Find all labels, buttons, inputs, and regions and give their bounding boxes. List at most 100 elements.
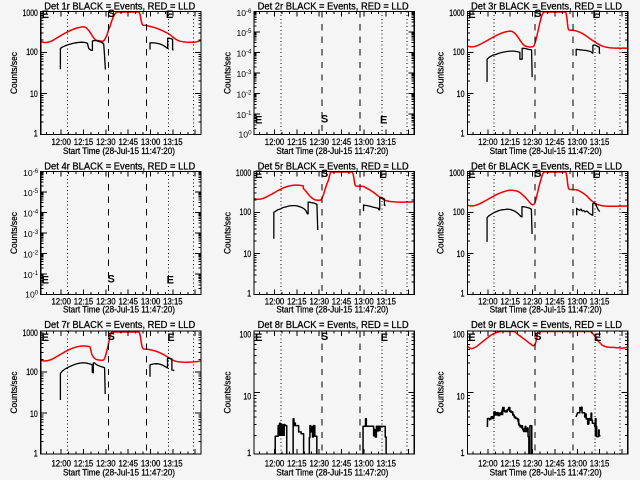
svg-text:1000: 1000: [236, 168, 251, 178]
svg-text:10: 10: [457, 249, 465, 259]
svg-text:Det 6r BLACK = Events, RED = L: Det 6r BLACK = Events, RED = LLD: [471, 161, 622, 172]
svg-text:1: 1: [34, 448, 38, 458]
svg-text:Start Time (28-Jul-15 11:47:20: Start Time (28-Jul-15 11:47:20): [276, 305, 388, 315]
svg-text:Start Time (28-Jul-15 11:47:20: Start Time (28-Jul-15 11:47:20): [490, 146, 602, 156]
svg-text:12:45: 12:45: [118, 458, 138, 468]
svg-text:100: 100: [26, 47, 38, 57]
svg-text:12:30: 12:30: [309, 137, 329, 147]
svg-text:Det 4r BLACK = Events, RED = L: Det 4r BLACK = Events, RED = LLD: [44, 161, 195, 172]
svg-text:13:00: 13:00: [141, 296, 161, 306]
svg-text:1: 1: [460, 288, 464, 298]
svg-text:12:45: 12:45: [118, 296, 138, 306]
svg-text:10-6: 10-6: [236, 8, 252, 18]
svg-text:10-6: 10-6: [23, 168, 39, 178]
svg-text:E: E: [42, 332, 49, 344]
svg-text:Start Time (28-Jul-15 11:47:20: Start Time (28-Jul-15 11:47:20): [63, 467, 175, 477]
svg-text:10-1: 10-1: [23, 270, 39, 280]
svg-text:13:15: 13:15: [590, 458, 610, 468]
svg-text:1: 1: [460, 448, 464, 458]
svg-text:Det 9r BLACK = Events, RED = L: Det 9r BLACK = Events, RED = LLD: [471, 320, 622, 331]
svg-text:13:15: 13:15: [590, 137, 610, 147]
svg-text:1000: 1000: [449, 8, 464, 18]
svg-text:12:15: 12:15: [74, 137, 94, 147]
svg-text:Det 3r BLACK = Events, RED = L: Det 3r BLACK = Events, RED = LLD: [471, 1, 622, 12]
svg-text:S: S: [321, 331, 328, 343]
svg-text:10-2: 10-2: [23, 249, 39, 259]
svg-text:12:30: 12:30: [96, 458, 116, 468]
svg-text:13:15: 13:15: [376, 296, 396, 306]
svg-text:E: E: [381, 332, 388, 344]
svg-text:S: S: [321, 168, 328, 180]
svg-text:E: E: [42, 274, 49, 286]
svg-text:E: E: [468, 169, 475, 181]
svg-text:Start Time (28-Jul-15 11:47:20: Start Time (28-Jul-15 11:47:20): [490, 305, 602, 315]
svg-text:12:30: 12:30: [309, 296, 329, 306]
svg-text:E: E: [166, 9, 173, 21]
svg-text:12:00: 12:00: [478, 296, 498, 306]
svg-text:12:00: 12:00: [265, 458, 285, 468]
svg-text:10: 10: [457, 391, 465, 401]
svg-text:E: E: [468, 9, 475, 21]
svg-text:S: S: [534, 168, 541, 180]
svg-text:12:00: 12:00: [51, 137, 71, 147]
svg-text:1000: 1000: [23, 8, 38, 18]
svg-text:13:00: 13:00: [141, 458, 161, 468]
svg-text:1000: 1000: [449, 168, 464, 178]
svg-text:13:00: 13:00: [141, 137, 161, 147]
svg-text:Counts/sec: Counts/sec: [222, 211, 232, 254]
svg-text:S: S: [108, 331, 115, 343]
svg-text:E: E: [380, 114, 387, 126]
svg-text:12:15: 12:15: [287, 137, 307, 147]
svg-text:12:15: 12:15: [500, 458, 520, 468]
svg-text:10-5: 10-5: [236, 28, 252, 38]
svg-text:12:15: 12:15: [74, 296, 94, 306]
svg-text:Start Time (28-Jul-15 11:47:20: Start Time (28-Jul-15 11:47:20): [63, 305, 175, 315]
svg-text:10-2: 10-2: [236, 89, 252, 99]
svg-text:E: E: [255, 169, 262, 181]
svg-text:Counts/sec: Counts/sec: [222, 371, 232, 414]
svg-text:13:15: 13:15: [163, 137, 183, 147]
svg-text:12:45: 12:45: [545, 296, 565, 306]
svg-text:12:00: 12:00: [265, 137, 285, 147]
svg-text:1000: 1000: [23, 328, 38, 338]
svg-text:100: 100: [453, 207, 465, 217]
svg-text:12:30: 12:30: [523, 296, 543, 306]
svg-text:12:00: 12:00: [51, 458, 71, 468]
svg-text:Det 2r BLACK = Events, RED = L: Det 2r BLACK = Events, RED = LLD: [258, 1, 409, 12]
svg-text:12:45: 12:45: [332, 296, 352, 306]
svg-text:10: 10: [457, 89, 465, 99]
svg-text:13:15: 13:15: [163, 296, 183, 306]
svg-text:12:45: 12:45: [545, 458, 565, 468]
svg-text:E: E: [468, 332, 475, 344]
svg-text:1: 1: [34, 128, 38, 138]
svg-text:13:00: 13:00: [354, 296, 374, 306]
svg-text:10-3: 10-3: [23, 229, 39, 239]
svg-text:Start Time (28-Jul-15 11:47:20: Start Time (28-Jul-15 11:47:20): [276, 467, 388, 477]
svg-text:E: E: [255, 114, 262, 126]
svg-text:S: S: [108, 273, 115, 285]
svg-text:S: S: [534, 8, 541, 20]
svg-text:S: S: [108, 8, 115, 20]
svg-text:12:45: 12:45: [332, 458, 352, 468]
svg-text:10-3: 10-3: [236, 69, 252, 79]
svg-text:E: E: [167, 274, 174, 286]
svg-text:13:00: 13:00: [354, 137, 374, 147]
svg-text:S: S: [321, 113, 328, 125]
svg-text:Counts/sec: Counts/sec: [222, 51, 232, 94]
svg-text:100: 100: [240, 207, 252, 217]
svg-text:100: 100: [239, 129, 253, 139]
svg-text:10: 10: [243, 391, 251, 401]
svg-text:E: E: [167, 332, 174, 344]
svg-text:Det 5r BLACK = Events, RED = L: Det 5r BLACK = Events, RED = LLD: [258, 161, 409, 172]
svg-text:12:00: 12:00: [478, 458, 498, 468]
svg-text:12:15: 12:15: [287, 296, 307, 306]
svg-text:12:15: 12:15: [287, 458, 307, 468]
svg-text:E: E: [42, 9, 49, 21]
svg-text:Det 1r BLACK = Events, RED = L: Det 1r BLACK = Events, RED = LLD: [44, 1, 195, 12]
svg-text:13:00: 13:00: [568, 296, 588, 306]
svg-text:10-1: 10-1: [236, 110, 252, 120]
svg-text:100: 100: [453, 329, 465, 339]
svg-text:Det 8r BLACK = Events, RED = L: Det 8r BLACK = Events, RED = LLD: [258, 320, 409, 331]
svg-text:Start Time (28-Jul-15 11:47:20: Start Time (28-Jul-15 11:47:20): [276, 146, 388, 156]
svg-text:10: 10: [30, 89, 38, 99]
